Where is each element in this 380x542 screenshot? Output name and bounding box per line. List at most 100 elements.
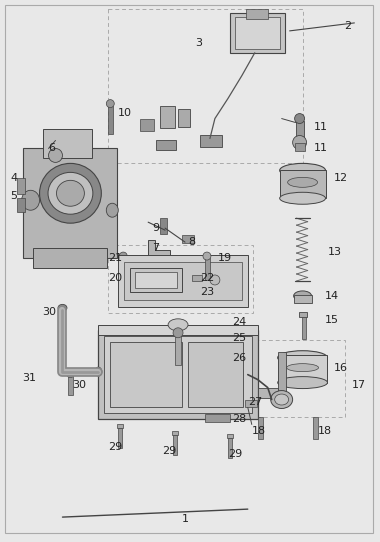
Ellipse shape — [168, 319, 188, 331]
Bar — [227, 434, 233, 438]
Text: 16: 16 — [334, 363, 347, 373]
Bar — [294, 144, 305, 151]
Text: 10: 10 — [118, 107, 132, 118]
Ellipse shape — [288, 177, 318, 188]
Circle shape — [106, 100, 114, 108]
Text: 23: 23 — [200, 287, 214, 297]
Text: 29: 29 — [108, 442, 122, 453]
Text: 30: 30 — [43, 307, 57, 317]
Bar — [246, 9, 268, 19]
Bar — [230, 13, 285, 53]
Bar — [140, 119, 154, 131]
Bar — [118, 255, 248, 307]
Bar — [43, 128, 92, 158]
Bar — [137, 265, 141, 279]
Bar — [182, 235, 194, 243]
Text: 2: 2 — [344, 21, 352, 31]
Bar — [105, 335, 252, 414]
Text: 7: 7 — [152, 243, 159, 253]
Text: 3: 3 — [195, 38, 202, 48]
Text: 30: 30 — [73, 379, 86, 390]
Text: 28: 28 — [232, 415, 246, 424]
Text: 17: 17 — [352, 379, 366, 390]
Bar — [296, 120, 304, 140]
Ellipse shape — [280, 192, 326, 204]
Bar — [17, 178, 25, 194]
Text: 19: 19 — [218, 253, 232, 263]
Bar — [135, 268, 143, 272]
Text: 5: 5 — [11, 191, 17, 201]
Bar — [178, 108, 190, 126]
Text: 9: 9 — [152, 223, 159, 233]
Ellipse shape — [287, 364, 318, 372]
Text: 6: 6 — [49, 144, 55, 153]
Bar — [205, 415, 230, 422]
Circle shape — [119, 252, 127, 260]
Bar — [200, 136, 222, 147]
Text: 8: 8 — [188, 237, 195, 247]
Bar — [299, 312, 307, 317]
Text: 18: 18 — [318, 427, 332, 436]
Text: 25: 25 — [232, 333, 246, 343]
Circle shape — [66, 370, 74, 378]
Bar — [108, 9, 302, 163]
Ellipse shape — [294, 291, 312, 301]
Bar — [110, 342, 182, 406]
Ellipse shape — [278, 351, 328, 365]
Bar — [124, 262, 242, 300]
Bar — [235, 17, 280, 49]
Text: 18: 18 — [252, 427, 266, 436]
Bar — [173, 435, 177, 455]
Circle shape — [203, 252, 211, 260]
Bar — [17, 198, 25, 212]
Bar — [192, 275, 202, 281]
Text: 31: 31 — [23, 372, 36, 383]
Text: 29: 29 — [228, 449, 242, 459]
Bar — [175, 335, 181, 365]
Ellipse shape — [95, 367, 102, 376]
Bar — [294, 295, 312, 303]
Bar — [23, 149, 117, 258]
Bar — [313, 417, 318, 440]
Text: 13: 13 — [328, 247, 342, 257]
Ellipse shape — [58, 305, 67, 311]
Bar — [68, 375, 73, 395]
Bar — [205, 258, 210, 280]
Polygon shape — [148, 240, 170, 260]
Text: 20: 20 — [108, 273, 122, 283]
Text: 21: 21 — [108, 253, 122, 263]
Circle shape — [294, 114, 305, 124]
Ellipse shape — [280, 163, 326, 177]
Bar — [160, 106, 175, 127]
Bar — [120, 258, 126, 290]
Text: 12: 12 — [334, 173, 348, 183]
Text: 14: 14 — [325, 291, 339, 301]
Bar — [108, 106, 113, 133]
Text: 24: 24 — [232, 317, 246, 327]
Text: 27: 27 — [248, 397, 262, 406]
Ellipse shape — [278, 377, 328, 389]
Bar — [98, 325, 258, 335]
Bar — [228, 438, 232, 459]
Ellipse shape — [275, 394, 289, 405]
Bar — [172, 431, 178, 435]
Ellipse shape — [271, 391, 293, 409]
Circle shape — [210, 275, 220, 285]
Ellipse shape — [48, 172, 93, 214]
Ellipse shape — [22, 190, 40, 210]
Text: 26: 26 — [232, 353, 246, 363]
Text: 1: 1 — [182, 514, 189, 524]
Bar — [117, 424, 123, 428]
Bar — [188, 342, 243, 406]
Text: 11: 11 — [314, 144, 328, 153]
Bar — [118, 428, 122, 448]
Bar — [160, 218, 167, 234]
Ellipse shape — [40, 163, 101, 223]
Bar — [130, 268, 182, 292]
Ellipse shape — [106, 203, 118, 217]
Circle shape — [173, 328, 183, 338]
Bar — [248, 340, 345, 417]
Bar — [108, 245, 253, 313]
Circle shape — [49, 149, 62, 163]
Bar — [280, 170, 326, 198]
